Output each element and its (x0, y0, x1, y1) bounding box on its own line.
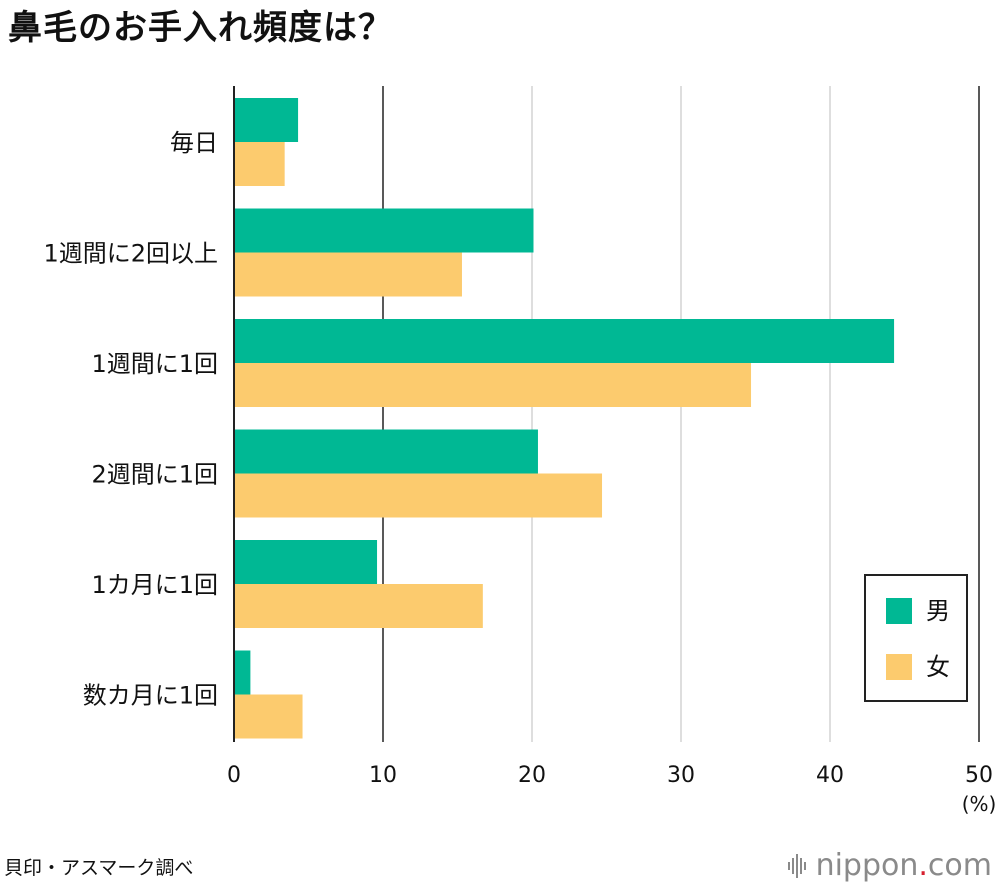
legend-label-female: 女 (926, 653, 950, 681)
x-unit-label: (%) (962, 792, 997, 816)
category-label: 2週間に1回 (91, 461, 218, 489)
bar-female (234, 252, 462, 297)
logo-text: nippon (815, 848, 919, 883)
bar-female (234, 473, 603, 518)
legend-swatch-male (886, 598, 912, 624)
legend-item-male: 男 (886, 596, 950, 626)
bar-male (234, 650, 251, 695)
x-tick-label: 0 (227, 763, 241, 788)
legend: 男 女 (864, 574, 968, 702)
bar-female (234, 694, 303, 739)
x-tick-label: 20 (518, 763, 546, 788)
category-label: 1カ月に1回 (91, 571, 218, 599)
x-tick-label: 50 (965, 763, 993, 788)
category-label: 数カ月に1回 (83, 682, 218, 710)
chart-title: 鼻毛のお手入れ頻度は？ (8, 8, 393, 48)
category-label: 1週間に1回 (91, 350, 218, 378)
x-tick-label: 10 (369, 763, 397, 788)
bar-female (234, 142, 285, 186)
legend-label-male: 男 (926, 597, 950, 625)
bar-male (234, 98, 299, 142)
legend-item-female: 女 (886, 652, 950, 682)
category-label: 毎日 (170, 129, 218, 157)
bar-male (234, 429, 538, 474)
legend-swatch-female (886, 654, 912, 680)
logo-dot: . (918, 848, 928, 883)
bar-male (234, 208, 534, 253)
logo-suffix: com (927, 848, 992, 883)
bar-male (234, 540, 378, 584)
x-tick-label: 30 (667, 763, 695, 788)
sound-bars-icon (787, 853, 806, 878)
category-label: 1週間に2回以上 (43, 240, 218, 268)
source-note: 貝印・アスマーク調べ (4, 857, 194, 879)
x-tick-label: 40 (816, 763, 844, 788)
bar-female (234, 584, 483, 628)
bar-male (234, 319, 895, 363)
nippon-logo: nippon.com (787, 848, 992, 883)
bar-female (234, 363, 752, 407)
